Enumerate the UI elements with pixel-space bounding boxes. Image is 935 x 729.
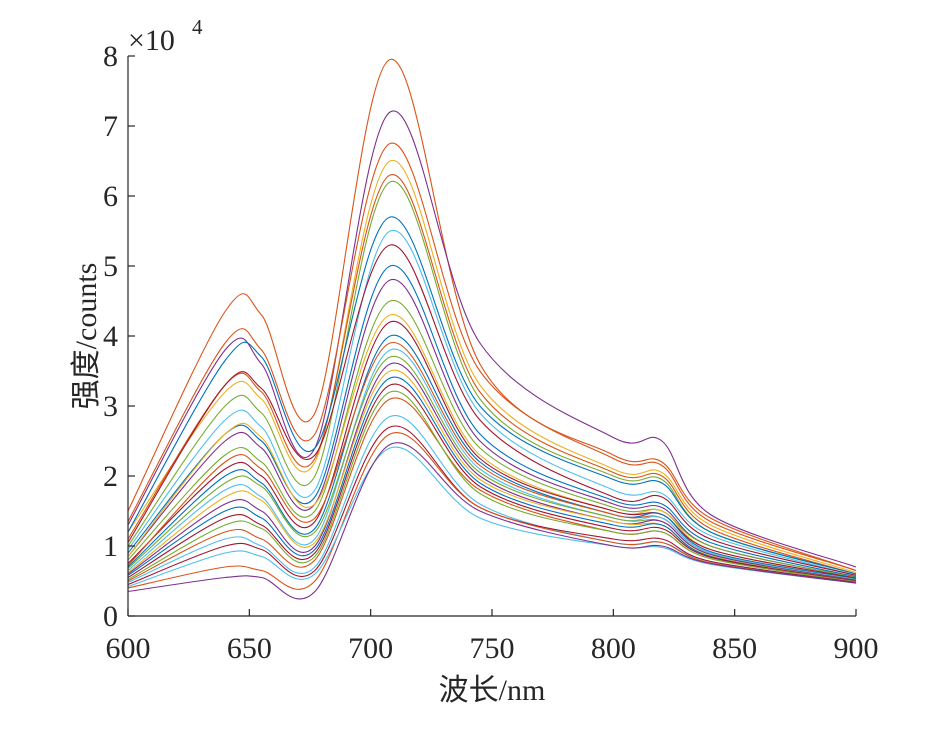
spectrum-line-2	[127, 110, 857, 568]
x-tick-label: 650	[227, 632, 272, 665]
x-axis-title: 波长/nm	[439, 674, 546, 707]
spectrum-line-17	[127, 348, 857, 581]
y-tick-label: 6	[103, 180, 118, 213]
y-tick-label: 3	[103, 390, 118, 423]
spectrum-line-28	[127, 446, 857, 588]
x-ticks-group: 600 650 700 750 800 850 900	[106, 609, 879, 665]
x-tick-label: 900	[834, 632, 879, 665]
spectrum-line-22	[127, 383, 857, 582]
y-tick-label: 2	[103, 460, 118, 493]
y-exponent-label: ×10	[128, 24, 175, 57]
spectrum-line-8	[127, 229, 857, 576]
series-group	[127, 58, 857, 600]
spectrum-line-15	[127, 334, 857, 580]
x-tick-label: 600	[106, 632, 151, 665]
y-tick-label: 1	[103, 530, 118, 563]
spectrum-line-21	[127, 376, 857, 582]
y-axis-title: 强度/counts	[70, 263, 103, 410]
y-ticks-group: 0 1 2 3 4 5 6 7 8	[103, 40, 135, 633]
y-tick-label: 0	[103, 600, 118, 633]
spectrum-line-13	[127, 314, 857, 579]
y-tick-label: 8	[103, 40, 118, 73]
spectrum-line-14	[127, 320, 857, 579]
spectrum-line-18	[127, 355, 857, 581]
spectrum-line-6	[127, 181, 857, 575]
y-tick-label: 5	[103, 250, 118, 283]
x-tick-label: 750	[470, 632, 515, 665]
spectrum-line-27	[127, 431, 857, 590]
spectrum-line-25	[127, 415, 857, 583]
spectrum-line-12	[127, 300, 857, 579]
x-tick-label: 800	[591, 632, 636, 665]
spectrum-line-5	[127, 174, 857, 575]
spectrum-line-26	[127, 425, 857, 586]
spectrum-line-20	[127, 369, 857, 582]
x-tick-label: 700	[348, 632, 393, 665]
x-tick-label: 850	[712, 632, 757, 665]
spectrum-line-7	[127, 216, 857, 575]
spectrum-line-19	[127, 362, 857, 581]
y-tick-label: 7	[103, 110, 118, 143]
spectrum-line-4	[127, 160, 857, 574]
spectrum-line-11	[127, 279, 857, 579]
spectrum-line-3	[127, 142, 857, 572]
y-exponent-power: 4	[192, 15, 203, 39]
spectrum-line-9	[127, 244, 857, 576]
spectrum-line-10	[127, 265, 857, 578]
spectrum-line-24	[127, 390, 857, 583]
spectrum-line-29	[127, 442, 857, 600]
y-tick-label: 4	[103, 320, 118, 353]
spectrum-line-1	[127, 58, 857, 572]
